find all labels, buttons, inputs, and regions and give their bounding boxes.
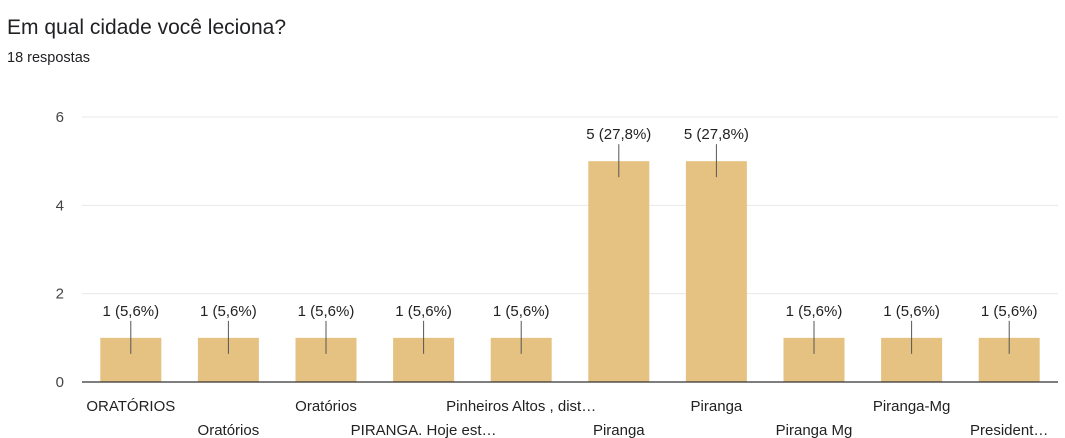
bar bbox=[588, 161, 650, 382]
data-label: 1 (5,6%) bbox=[493, 303, 550, 320]
y-tick-label: 6 bbox=[56, 109, 64, 126]
question-title: Em qual cidade você leciona? bbox=[7, 16, 287, 39]
x-tick-label: Oratórios bbox=[198, 422, 260, 438]
bar bbox=[685, 161, 747, 382]
y-tick-label: 4 bbox=[56, 197, 64, 214]
x-tick-label: Piranga-Mg bbox=[873, 398, 951, 415]
data-label: 1 (5,6%) bbox=[786, 303, 843, 320]
x-tick-label: Piranga bbox=[691, 398, 743, 415]
data-label: 5 (27,8%) bbox=[586, 126, 651, 143]
x-tick-label: ORATÓRIOS bbox=[86, 398, 175, 415]
data-label: 1 (5,6%) bbox=[981, 303, 1038, 320]
data-label: 1 (5,6%) bbox=[200, 303, 257, 320]
data-label: 1 (5,6%) bbox=[298, 303, 355, 320]
x-tick-label: Piranga Mg bbox=[776, 422, 853, 438]
data-label: 1 (5,6%) bbox=[102, 303, 159, 320]
y-tick-label: 2 bbox=[56, 286, 64, 303]
x-tick-label: Piranga bbox=[593, 422, 645, 438]
y-tick-label: 0 bbox=[56, 374, 64, 391]
x-tick-label: President… bbox=[970, 422, 1048, 438]
response-count: 18 respostas bbox=[7, 50, 91, 66]
x-tick-label: Pinheiros Altos , dist… bbox=[446, 398, 596, 415]
x-tick-label: PIRANGA. Hoje est… bbox=[351, 422, 497, 438]
data-label: 1 (5,6%) bbox=[395, 303, 452, 320]
x-tick-label: Oratórios bbox=[295, 398, 357, 415]
data-label: 5 (27,8%) bbox=[684, 126, 749, 143]
data-label: 1 (5,6%) bbox=[883, 303, 940, 320]
